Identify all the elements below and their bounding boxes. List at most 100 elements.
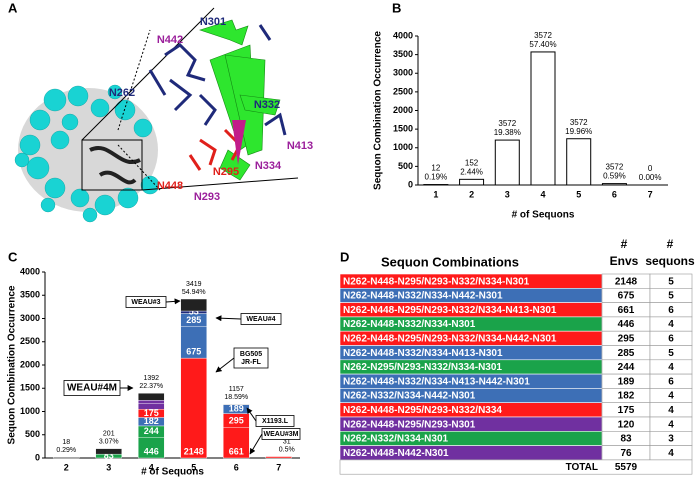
- panel-label: A: [8, 0, 18, 15]
- envs: 295: [618, 333, 635, 344]
- sequons: 4: [668, 419, 674, 430]
- bar-segment: [53, 456, 80, 459]
- envs: 83: [620, 434, 632, 445]
- combination: N262-N332/N334-N301: [343, 434, 449, 445]
- combination: N262-N448-N332/N334-N442-N301: [343, 291, 503, 302]
- bar-segment: [180, 326, 207, 359]
- total-label: 18: [62, 439, 70, 446]
- bar-label: 3572: [606, 163, 624, 172]
- annotation-arrow: [165, 298, 181, 305]
- x-tick-label: 5: [576, 189, 581, 199]
- sequons: 5: [668, 348, 674, 359]
- y-tick-label: 3000: [393, 68, 413, 78]
- bar: [459, 178, 485, 186]
- total-envs: 5579: [615, 462, 638, 473]
- envs: 661: [618, 305, 635, 316]
- annotation-text: X1193.L: [262, 418, 289, 425]
- bar-segment: [138, 400, 165, 404]
- x-tick-label: 7: [648, 189, 653, 199]
- segment-label: 175: [144, 408, 159, 418]
- x-tick-label: 4: [540, 189, 545, 199]
- envs: 244: [618, 362, 635, 373]
- segment-label: 53: [189, 307, 199, 317]
- total-label: 22.37%: [139, 383, 163, 390]
- column-header: #: [621, 237, 628, 251]
- bar-segment: [223, 427, 250, 459]
- x-tick-label: 4: [149, 462, 154, 472]
- combination: N262-N448-N332/N334-N301: [343, 319, 476, 330]
- annotation-text: WEAU#3: [131, 299, 160, 306]
- bar-segment: [138, 393, 165, 401]
- y-tick-label: 3500: [20, 290, 40, 300]
- bar: [494, 139, 520, 186]
- sequons: 4: [668, 362, 674, 373]
- y-tick-label: 2500: [393, 86, 413, 96]
- x-tick-label: 3: [106, 462, 111, 472]
- envs: 446: [618, 319, 635, 330]
- total-label: 1392: [143, 375, 159, 382]
- annotation-arrow: [215, 315, 242, 322]
- bar-label: 19.96%: [565, 127, 592, 136]
- x-tick-label: 1: [433, 189, 438, 199]
- envs: 182: [618, 391, 635, 402]
- envs: 175: [618, 405, 635, 416]
- segment-label: 83: [104, 450, 114, 460]
- bar-segment: [138, 403, 165, 410]
- combination: N262-N448-N295/N293-N301: [343, 419, 476, 430]
- residue-label: N262: [109, 87, 135, 99]
- y-axis-title: Sequon Combination Occurrence: [373, 31, 384, 190]
- segment-label: 189: [229, 404, 244, 414]
- x-tick-label: 7: [276, 462, 281, 472]
- segment-label: 446: [144, 446, 159, 456]
- segment-label: 295: [229, 416, 244, 426]
- residue-label: N442: [157, 34, 183, 46]
- total-label: 54.94%: [182, 289, 206, 296]
- residue-label: N334: [255, 160, 282, 172]
- y-tick-label: 2500: [20, 336, 40, 346]
- y-axis-title: Sequon Combination Occurrence: [7, 285, 18, 444]
- bar-label: 0.59%: [603, 172, 626, 181]
- envs: 285: [618, 348, 635, 359]
- combination: N262-N332/N334-N442-N301: [343, 391, 476, 402]
- panel-label: B: [392, 0, 401, 15]
- bar-label: 0.00%: [639, 173, 662, 182]
- envs: 189: [618, 376, 635, 387]
- y-tick-label: 500: [25, 429, 40, 439]
- bar-label: 19.38%: [494, 128, 521, 137]
- envs: 76: [620, 448, 632, 459]
- residue-label: N301: [200, 16, 226, 28]
- annotation-text: BG505: [240, 351, 262, 358]
- x-tick-label: 3: [505, 189, 510, 199]
- y-tick-label: 4000: [20, 266, 40, 276]
- sequons: 4: [668, 391, 674, 402]
- total-label: 3.07%: [99, 438, 119, 445]
- bar: [601, 183, 627, 186]
- total-label: 31: [283, 438, 291, 445]
- envs: 675: [618, 291, 635, 302]
- combination: N262-N448-N295/N293-N332/N334-N301: [343, 276, 530, 287]
- segment-label: 244: [144, 426, 159, 436]
- y-tick-label: 1000: [393, 142, 413, 152]
- total-label: 201: [103, 430, 115, 437]
- y-tick-label: 3500: [393, 49, 413, 59]
- sequons: 3: [668, 434, 674, 445]
- annotation-text: WEAU#3M: [263, 431, 298, 438]
- y-tick-label: 4000: [393, 30, 413, 40]
- bar-label: 3572: [498, 119, 516, 128]
- annotation-arrow: [215, 357, 235, 373]
- segment-label: 182: [144, 416, 159, 426]
- y-tick-label: 1000: [20, 406, 40, 416]
- bar-segment: [95, 448, 122, 455]
- residue-label: N448: [157, 180, 183, 192]
- total-label: 18.59%: [224, 394, 248, 401]
- bar-segment: [265, 456, 292, 459]
- table-title: Sequon Combinations: [381, 254, 519, 269]
- segment-label: 675: [186, 346, 201, 356]
- y-tick-label: 0: [408, 179, 413, 189]
- combination: N262-N448-N295/N293-N332/N334-N442-N301: [343, 333, 557, 344]
- sequons: 4: [668, 448, 674, 459]
- annotation-arrow: [249, 433, 263, 455]
- segment-label: 661: [229, 446, 244, 456]
- y-tick-label: 2000: [20, 359, 40, 369]
